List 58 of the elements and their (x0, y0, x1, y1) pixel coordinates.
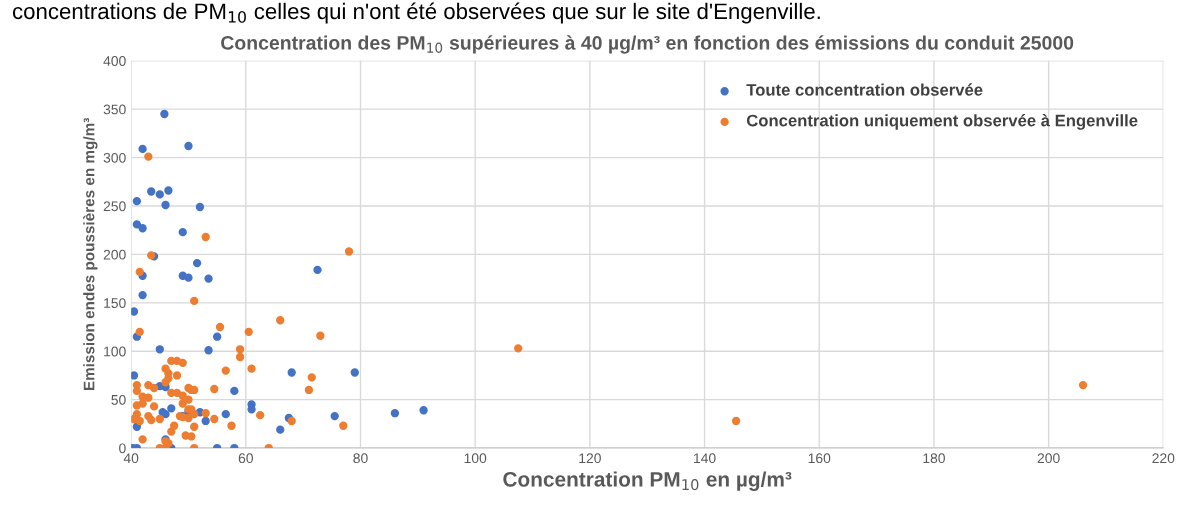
y-tick-label: 250 (103, 201, 126, 212)
y-tick-label: 350 (103, 104, 126, 115)
point (330, 411, 339, 421)
point (276, 425, 285, 434)
point (161, 200, 170, 210)
x-tick-label: 180 (923, 453, 945, 464)
x-tick-label: 220 (1152, 453, 1175, 464)
legend-label: Toute concentration observée (746, 83, 983, 96)
x-tick-label: 200 (1037, 453, 1060, 464)
y-axis-title: Emission endes poussières en mg/m³ (83, 118, 98, 391)
point (230, 386, 239, 396)
point (164, 186, 173, 195)
y-tick-label: 50 (111, 394, 126, 405)
point (178, 227, 187, 237)
point (204, 346, 213, 355)
text: concentrations de PM$_{10}$ celles qui n'ont été observées que sur le site d'Engenville. (12, 2, 820, 24)
point (155, 190, 164, 199)
point (221, 410, 230, 419)
point (195, 202, 205, 212)
y-tick-label: 0 (119, 443, 126, 454)
point (138, 224, 147, 233)
point (167, 404, 176, 413)
point (313, 265, 322, 275)
point (212, 332, 222, 341)
x-axis-title: Concentration PM$_{10}$ en µg/m³ (503, 471, 792, 491)
point (184, 141, 193, 151)
y-tick-label: 300 (103, 152, 126, 163)
point (350, 368, 359, 377)
point (419, 406, 428, 415)
point (204, 274, 213, 283)
point (138, 144, 147, 154)
point (184, 273, 193, 282)
legend-label: Concentration uniquement observée à Engenville (746, 114, 1138, 130)
point (201, 416, 210, 426)
point (155, 345, 164, 354)
point (132, 220, 142, 229)
point (132, 422, 142, 431)
point (138, 290, 147, 300)
x-tick-label: 140 (694, 453, 716, 464)
x-tick-label: 120 (579, 453, 601, 464)
point (131, 307, 139, 316)
point (160, 109, 169, 119)
point (192, 258, 202, 268)
chart-title: Concentration des PM$_{10}$ supérieures à 40 µg/m³ en fonction des émissions du conduit 25000 (221, 35, 1074, 54)
y-tick-label: 100 (104, 346, 126, 357)
y-tick-label: 150 (104, 298, 126, 308)
x-tick-label: 100 (464, 453, 487, 464)
y-tick-label: 200 (103, 249, 126, 260)
point (147, 187, 156, 196)
point (287, 368, 296, 377)
point (132, 196, 142, 206)
x-tick-label: 60 (238, 453, 253, 464)
x-tick-label: 40 (123, 453, 139, 464)
y-tick-label: 400 (103, 56, 126, 66)
x-tick-label: 160 (808, 453, 831, 464)
x-tick-label: 80 (353, 453, 368, 464)
point (131, 371, 139, 380)
point (390, 409, 400, 418)
